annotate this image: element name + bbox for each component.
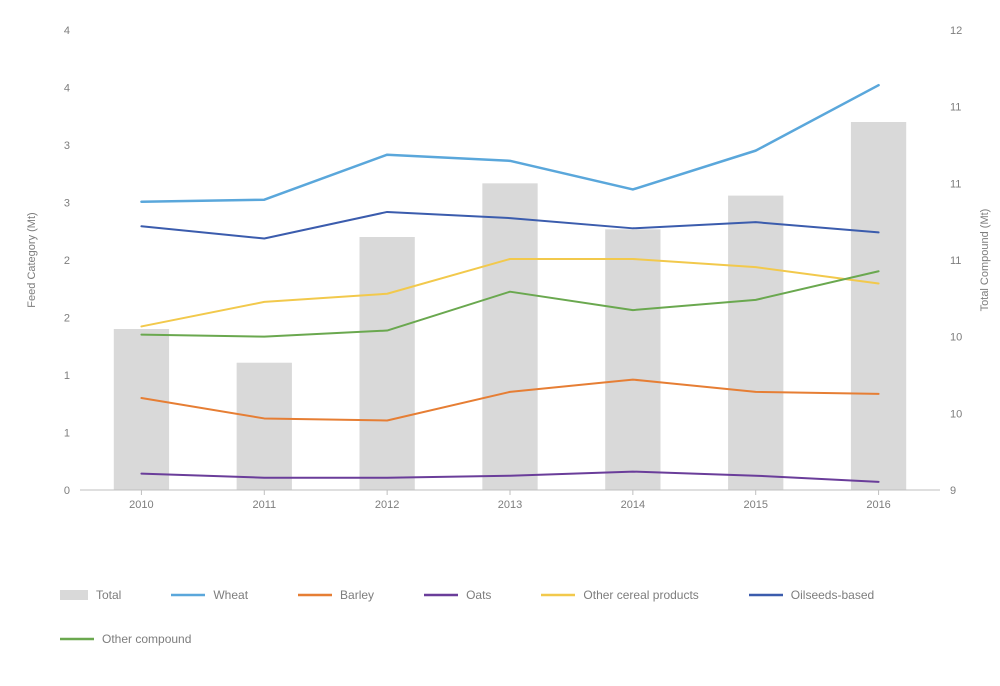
legend-swatch-line [60, 632, 94, 646]
legend-item: Total [60, 588, 121, 602]
legend-item: Barley [298, 588, 374, 602]
legend-label: Oats [466, 588, 491, 602]
y-left-tick-label: 4 [64, 25, 70, 37]
legend-label: Wheat [213, 588, 248, 602]
legend-label: Oilseeds-based [791, 588, 874, 602]
x-tick-label: 2013 [498, 499, 522, 511]
legend-item: Oats [424, 588, 491, 602]
y-left-tick-label: 2 [64, 255, 70, 267]
bar [851, 122, 906, 490]
legend-swatch-line [424, 588, 458, 602]
y-left-tick-label: 3 [64, 140, 70, 152]
y-right-tick-label: 11 [950, 255, 961, 267]
y-left-title: Feed Category (Mt) [26, 212, 38, 307]
chart-svg: 0112233449101011111112201020112012201320… [0, 0, 1000, 560]
x-tick-label: 2015 [743, 499, 767, 511]
bar [360, 237, 415, 490]
legend-swatch-line [541, 588, 575, 602]
legend-label: Other compound [102, 632, 191, 646]
legend-item: Oilseeds-based [749, 588, 874, 602]
legend-item: Other compound [60, 632, 191, 646]
legend-label: Barley [340, 588, 374, 602]
legend-swatch-line [171, 588, 205, 602]
y-right-tick-label: 10 [950, 408, 962, 420]
x-tick-label: 2014 [621, 499, 645, 511]
bar [114, 329, 169, 490]
y-left-tick-label: 4 [64, 83, 70, 95]
legend-item: Wheat [171, 588, 248, 602]
y-left-tick-label: 1 [64, 428, 70, 440]
y-right-tick-label: 11 [950, 102, 961, 114]
bar [482, 183, 537, 490]
y-right-tick-label: 12 [950, 25, 962, 37]
y-right-tick-label: 10 [950, 332, 962, 344]
y-left-tick-label: 0 [64, 485, 70, 497]
bar [728, 196, 783, 490]
y-right-tick-label: 11 [950, 178, 961, 190]
x-tick-label: 2011 [252, 499, 276, 511]
x-tick-label: 2016 [866, 499, 890, 511]
y-left-tick-label: 3 [64, 198, 70, 210]
legend-label: Other cereal products [583, 588, 698, 602]
y-left-tick-label: 1 [64, 370, 70, 382]
y-left-tick-label: 2 [64, 313, 70, 325]
legend-label: Total [96, 588, 121, 602]
legend-swatch-bar [60, 590, 88, 600]
legend: Total Wheat Barley Oats Other cereal product… [0, 588, 1000, 646]
legend-item: Other cereal products [541, 588, 698, 602]
bar [237, 363, 292, 490]
legend-swatch-line [298, 588, 332, 602]
legend-swatch-line [749, 588, 783, 602]
x-tick-label: 2010 [129, 499, 153, 511]
y-right-tick-label: 9 [950, 485, 956, 497]
chart-container: { "chart": { "type": "combo-bar-line", "… [0, 0, 1000, 686]
x-tick-label: 2012 [375, 499, 399, 511]
y-right-title: Total Compound (Mt) [979, 209, 991, 312]
bar [605, 229, 660, 490]
